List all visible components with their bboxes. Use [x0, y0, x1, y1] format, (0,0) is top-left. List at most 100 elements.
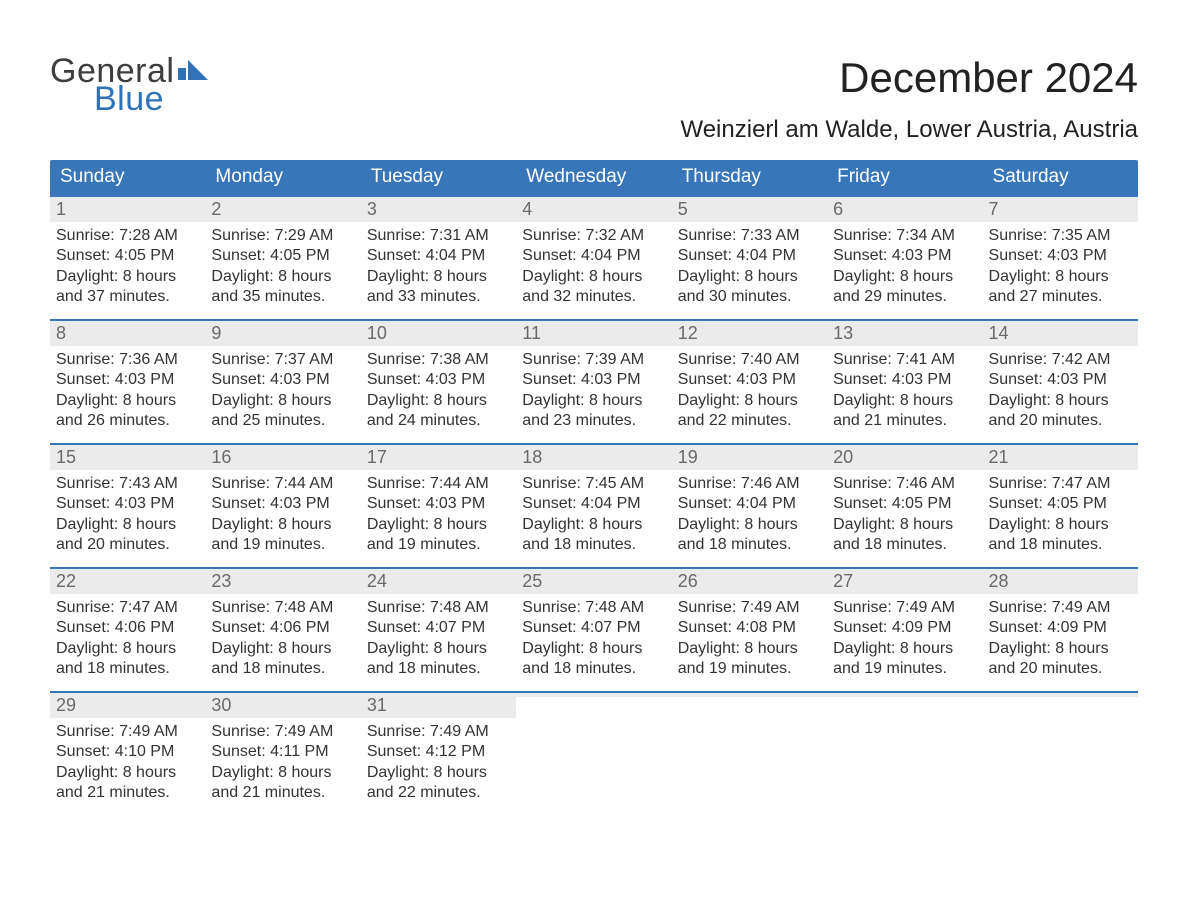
daylight-line-2: and 30 minutes. [678, 287, 821, 307]
sunset-line: Sunset: 4:04 PM [522, 246, 665, 266]
day-body: Sunrise: 7:29 AMSunset: 4:05 PMDaylight:… [205, 222, 360, 314]
daylight-label: Daylight: [522, 516, 584, 533]
day-number-row: 21 [983, 445, 1138, 470]
sunset-value: 4:03 PM [426, 495, 486, 512]
daylight-label: Daylight: [211, 268, 273, 285]
sunrise-line: Sunrise: 7:36 AM [56, 350, 199, 370]
sunrise-label: Sunrise: [522, 227, 581, 244]
sunset-label: Sunset: [678, 619, 732, 636]
sunrise-line: Sunrise: 7:49 AM [989, 598, 1132, 618]
day-number-row: 24 [361, 569, 516, 594]
day-number-row: 3 [361, 197, 516, 222]
sunset-value: 4:04 PM [736, 247, 796, 264]
daylight-label: Daylight: [522, 268, 584, 285]
day-number: 6 [833, 199, 843, 219]
day-body: Sunrise: 7:42 AMSunset: 4:03 PMDaylight:… [983, 346, 1138, 438]
sunrise-label: Sunrise: [833, 475, 892, 492]
daylight-label: Daylight: [56, 516, 118, 533]
daylight-line-2: and 24 minutes. [367, 411, 510, 431]
day-body: Sunrise: 7:48 AMSunset: 4:07 PMDaylight:… [361, 594, 516, 686]
sunset-line: Sunset: 4:03 PM [833, 370, 976, 390]
day-body: Sunrise: 7:44 AMSunset: 4:03 PMDaylight:… [205, 470, 360, 562]
sunset-line: Sunset: 4:06 PM [211, 618, 354, 638]
daylight-line-2: and 29 minutes. [833, 287, 976, 307]
sunrise-value: 7:34 AM [896, 227, 955, 244]
daylight-value-1: 8 hours [589, 516, 642, 533]
sunset-value: 4:04 PM [581, 247, 641, 264]
daylight-label: Daylight: [211, 516, 273, 533]
sunset-value: 4:10 PM [115, 743, 175, 760]
day-number: 7 [989, 199, 999, 219]
sunrise-value: 7:44 AM [430, 475, 489, 492]
day-body: Sunrise: 7:47 AMSunset: 4:06 PMDaylight:… [50, 594, 205, 686]
daylight-label: Daylight: [211, 392, 273, 409]
daylight-line-2: and 22 minutes. [678, 411, 821, 431]
day-number-row: 2 [205, 197, 360, 222]
sunset-label: Sunset: [522, 495, 576, 512]
calendar-day: 5Sunrise: 7:33 AMSunset: 4:04 PMDaylight… [672, 197, 827, 319]
sunrise-label: Sunrise: [367, 723, 426, 740]
sunrise-value: 7:31 AM [430, 227, 489, 244]
day-body: Sunrise: 7:48 AMSunset: 4:07 PMDaylight:… [516, 594, 671, 686]
daylight-label: Daylight: [56, 640, 118, 657]
daylight-value-1: 8 hours [900, 640, 953, 657]
sunrise-label: Sunrise: [678, 475, 737, 492]
calendar-day: 16Sunrise: 7:44 AMSunset: 4:03 PMDayligh… [205, 445, 360, 567]
sunset-label: Sunset: [833, 495, 887, 512]
day-number-row: 22 [50, 569, 205, 594]
day-number-row: 31 [361, 693, 516, 718]
day-number-row: 12 [672, 321, 827, 346]
sunrise-value: 7:36 AM [119, 351, 178, 368]
day-number-row [983, 693, 1138, 697]
daylight-line-1: Daylight: 8 hours [833, 267, 976, 287]
day-body: Sunrise: 7:32 AMSunset: 4:04 PMDaylight:… [516, 222, 671, 314]
daylight-line-2: and 19 minutes. [833, 659, 976, 679]
daylight-label: Daylight: [833, 268, 895, 285]
sunrise-label: Sunrise: [989, 599, 1048, 616]
calendar-day: 8Sunrise: 7:36 AMSunset: 4:03 PMDaylight… [50, 321, 205, 443]
day-number: 23 [211, 571, 231, 591]
daylight-value-1: 8 hours [434, 764, 487, 781]
sunrise-value: 7:35 AM [1052, 227, 1111, 244]
sunset-label: Sunset: [678, 371, 732, 388]
sunrise-value: 7:47 AM [119, 599, 178, 616]
day-number-row: 20 [827, 445, 982, 470]
day-number: 28 [989, 571, 1009, 591]
calendar-day: 20Sunrise: 7:46 AMSunset: 4:05 PMDayligh… [827, 445, 982, 567]
daylight-label: Daylight: [989, 392, 1051, 409]
sunset-line: Sunset: 4:05 PM [211, 246, 354, 266]
day-number-row: 1 [50, 197, 205, 222]
sunrise-label: Sunrise: [211, 227, 270, 244]
day-number: 9 [211, 323, 221, 343]
sunset-value: 4:03 PM [115, 495, 175, 512]
calendar-day: 6Sunrise: 7:34 AMSunset: 4:03 PMDaylight… [827, 197, 982, 319]
sunset-value: 4:03 PM [892, 371, 952, 388]
calendar-page: General Blue December 2024 Weinzierl am … [0, 0, 1188, 918]
sunset-label: Sunset: [56, 495, 110, 512]
calendar-grid: Sunday Monday Tuesday Wednesday Thursday… [50, 160, 1138, 815]
daylight-label: Daylight: [678, 640, 740, 657]
calendar-day [516, 693, 671, 815]
daylight-value-1: 8 hours [123, 764, 176, 781]
daylight-line-1: Daylight: 8 hours [833, 391, 976, 411]
location-subtitle: Weinzierl am Walde, Lower Austria, Austr… [680, 116, 1138, 144]
sunrise-label: Sunrise: [367, 227, 426, 244]
day-number: 10 [367, 323, 387, 343]
day-body: Sunrise: 7:34 AMSunset: 4:03 PMDaylight:… [827, 222, 982, 314]
sunrise-line: Sunrise: 7:47 AM [989, 474, 1132, 494]
daylight-label: Daylight: [56, 764, 118, 781]
sunset-line: Sunset: 4:03 PM [367, 370, 510, 390]
day-body: Sunrise: 7:43 AMSunset: 4:03 PMDaylight:… [50, 470, 205, 562]
sunset-value: 4:03 PM [1047, 247, 1107, 264]
daylight-line-2: and 23 minutes. [522, 411, 665, 431]
sunrise-value: 7:46 AM [896, 475, 955, 492]
sunset-value: 4:05 PM [270, 247, 330, 264]
day-number-row: 6 [827, 197, 982, 222]
sunset-line: Sunset: 4:06 PM [56, 618, 199, 638]
sunset-line: Sunset: 4:03 PM [833, 246, 976, 266]
daylight-line-2: and 18 minutes. [833, 535, 976, 555]
day-number: 8 [56, 323, 66, 343]
daylight-value-1: 8 hours [589, 640, 642, 657]
daylight-value-1: 8 hours [589, 392, 642, 409]
daylight-value-1: 8 hours [123, 268, 176, 285]
